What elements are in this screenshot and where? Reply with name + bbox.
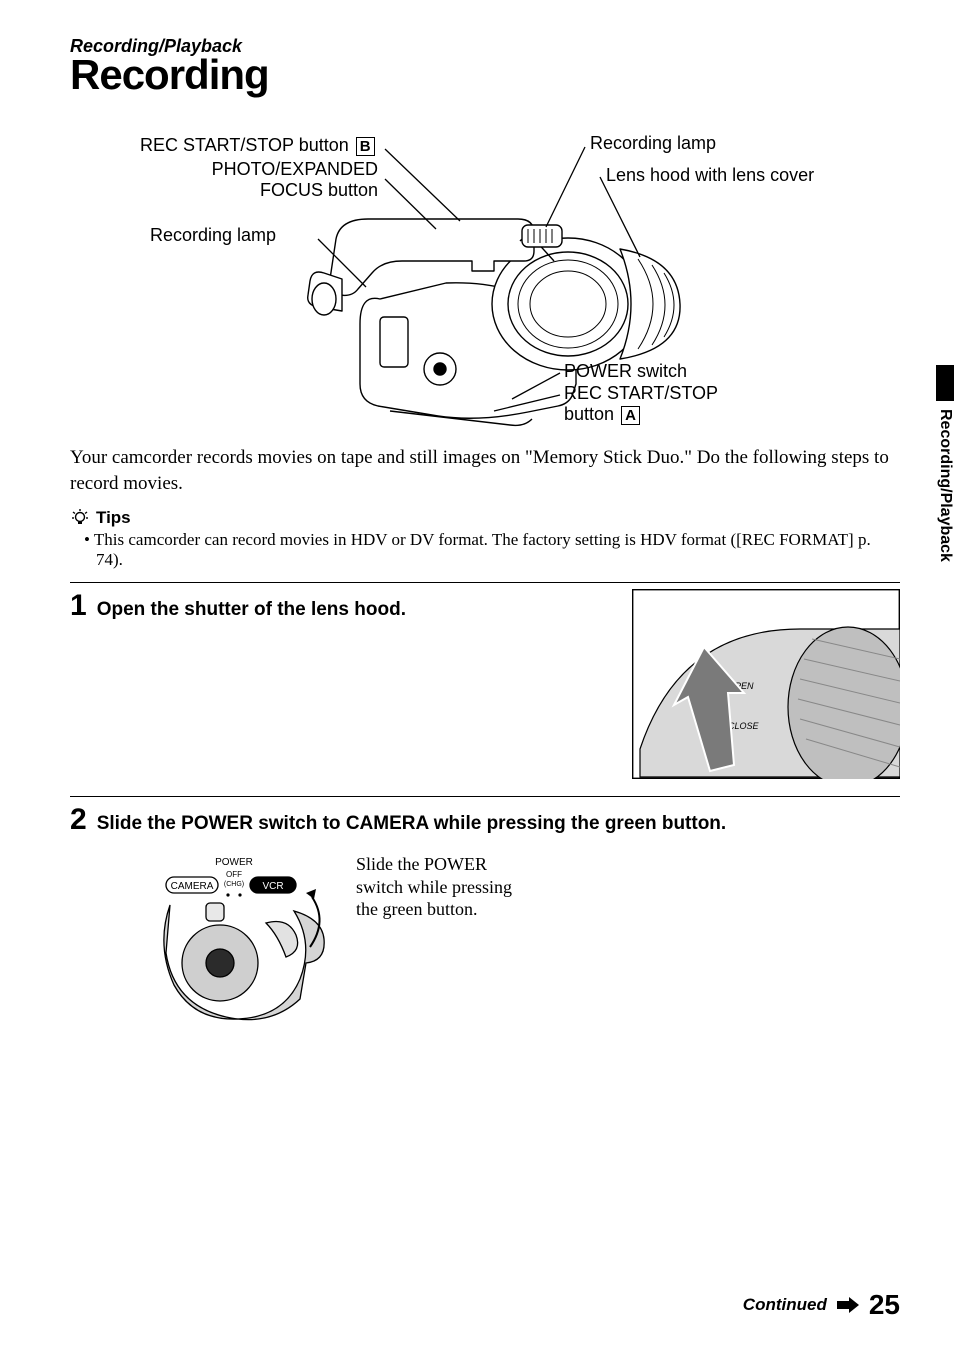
tips-heading: Tips [70, 508, 900, 528]
callout-box-a: A [621, 406, 640, 425]
camcorder-diagram: REC START/STOP button B PHOTO/EXPANDED F… [80, 129, 850, 439]
label-power-switch: POWER switch [564, 361, 687, 382]
label-recording-lamp-right: Recording lamp [590, 133, 716, 154]
tips-icon [70, 508, 90, 528]
svg-text:CLOSE: CLOSE [728, 721, 760, 731]
divider [70, 582, 900, 583]
page-footer: Continued 25 [70, 1289, 900, 1321]
svg-text:VCR: VCR [262, 881, 283, 892]
label-lens-hood: Lens hood with lens cover [606, 165, 814, 186]
svg-text:CAMERA: CAMERA [171, 881, 214, 892]
tips-list: This camcorder can record movies in HDV … [70, 530, 900, 570]
side-tab-marker [936, 365, 954, 401]
continued-label: Continued [743, 1295, 827, 1315]
step-2: 2 Slide the POWER switch to CAMERA while… [70, 803, 900, 1028]
side-tab: Recording/Playback [932, 365, 954, 665]
label-recording-lamp-left: Recording lamp [150, 225, 276, 246]
step-1: 1 Open the shutter of the lens hood. [70, 589, 900, 784]
step-title: Open the shutter of the lens hood. [97, 599, 406, 620]
callout-box-b: B [356, 137, 375, 156]
step-number: 2 [70, 803, 87, 837]
side-tab-label: Recording/Playback [936, 409, 954, 562]
arrow-right-icon [837, 1297, 859, 1313]
label-rec-start-stop-a: REC START/STOP button A [564, 383, 718, 425]
step-2-note: Slide the POWER switch while pressing th… [356, 853, 536, 921]
tips-item: This camcorder can record movies in HDV … [84, 530, 900, 570]
power-switch-illustration: POWER OFF (CHG) CAMERA VCR [134, 853, 334, 1028]
svg-text:POWER: POWER [215, 857, 253, 868]
page-title: Recording [70, 51, 900, 99]
step-title: Slide the POWER switch to CAMERA while p… [97, 813, 727, 834]
step-number: 1 [70, 589, 87, 623]
label-photo-expanded-focus: PHOTO/EXPANDED FOCUS button [188, 159, 378, 200]
divider [70, 796, 900, 797]
page-number: 25 [869, 1289, 900, 1321]
intro-text: Your camcorder records movies on tape an… [70, 445, 900, 496]
svg-text:(CHG): (CHG) [224, 881, 244, 888]
lens-hood-illustration: OPEN CLOSE [632, 589, 900, 784]
label-rec-start-stop-b: REC START/STOP button B [140, 135, 375, 156]
svg-text:OFF: OFF [226, 870, 242, 879]
